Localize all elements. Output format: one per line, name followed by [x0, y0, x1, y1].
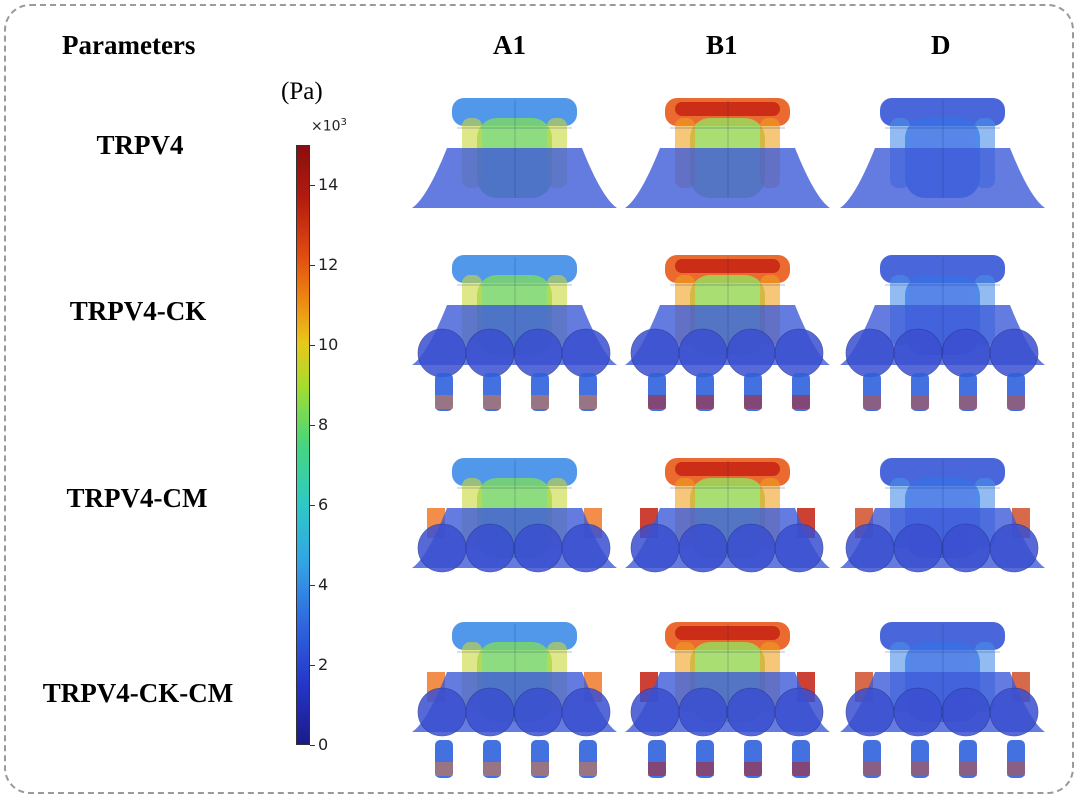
colorbar-unit: (Pa): [281, 78, 323, 105]
stress-model-trpv4-b1: [620, 88, 835, 258]
stress-model-trpv4-ck-cm-d: [835, 612, 1050, 782]
colorbar-tick-label: 2: [318, 655, 329, 674]
colorbar-scale: ×103: [311, 117, 347, 135]
colorbar-tick: [310, 665, 315, 666]
colorbar-tick-label: 14: [318, 175, 339, 194]
row-label-trpv4: TRPV4: [96, 130, 184, 160]
colorbar-tick-label: 6: [318, 495, 329, 514]
row-label-trpv4-ck-cm: TRPV4-CK-CM: [42, 678, 234, 708]
stress-model-trpv4-ck-a1: [407, 245, 622, 415]
stress-model-trpv4-d: [835, 88, 1050, 258]
colorbar-tick-label: 12: [318, 255, 339, 274]
column-header-d: D: [931, 30, 951, 60]
colorbar-tick: [310, 265, 315, 266]
stress-model-trpv4-cm-a1: [407, 448, 622, 618]
figure-frame: [4, 4, 1074, 794]
colorbar-tick-label: 8: [318, 415, 329, 434]
colorbar-tick: [310, 585, 315, 586]
stress-model-trpv4-cm-d: [835, 448, 1050, 618]
row-label-trpv4-ck: TRPV4-CK: [69, 296, 207, 326]
colorbar-tick: [310, 505, 315, 506]
colorbar-tick: [310, 185, 315, 186]
colorbar-tick-label: 10: [318, 335, 339, 354]
stress-model-trpv4-ck-d: [835, 245, 1050, 415]
stress-model-trpv4-ck-b1: [620, 245, 835, 415]
colorbar: [296, 145, 310, 745]
colorbar-tick: [310, 345, 315, 346]
colorbar-tick: [310, 425, 315, 426]
stress-model-trpv4-ck-cm-a1: [407, 612, 622, 782]
stress-model-trpv4-a1: [407, 88, 622, 258]
column-header-b1: B1: [706, 30, 738, 60]
colorbar-tick: [310, 745, 315, 746]
stress-model-trpv4-cm-b1: [620, 448, 835, 618]
column-header-a1: A1: [493, 30, 526, 60]
parameters-header: Parameters: [62, 30, 196, 60]
colorbar-tick-label: 4: [318, 575, 329, 594]
stress-model-trpv4-ck-cm-b1: [620, 612, 835, 782]
colorbar-tick-label: 0: [318, 735, 329, 754]
row-label-trpv4-cm: TRPV4-CM: [66, 483, 208, 513]
